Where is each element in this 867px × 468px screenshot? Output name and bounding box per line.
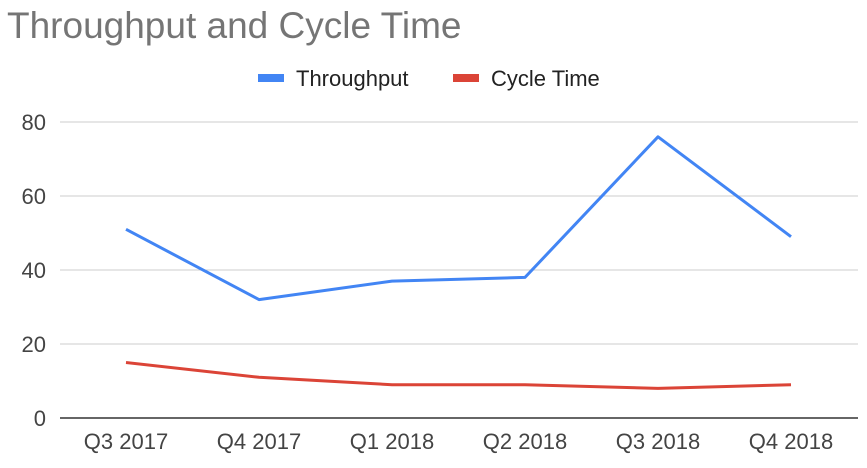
series-lines [125,135,792,390]
series-line-throughput [125,135,792,302]
y-axis-ticks: 0 20 40 60 80 [22,110,46,431]
y-tick-label: 60 [22,184,46,209]
series-line-cycle-time [125,361,792,390]
y-tick-label: 80 [22,110,46,135]
gridlines [60,121,858,419]
x-axis-ticks: Q3 2017 Q4 2017 Q1 2018 Q2 2018 Q3 2018 Q4 20… [84,429,833,454]
legend: Throughput Cycle Time [258,66,600,91]
x-tick-label: Q4 2017 [217,429,301,454]
chart-title: Throughput and Cycle Time [7,5,462,46]
legend-swatch [258,74,284,82]
x-tick-label: Q4 2018 [749,429,833,454]
legend-label: Cycle Time [491,66,600,91]
legend-swatch [453,74,479,82]
y-tick-label: 0 [34,406,46,431]
x-tick-label: Q2 2018 [483,429,567,454]
legend-label: Throughput [296,66,409,91]
x-tick-label: Q1 2018 [350,429,434,454]
x-tick-label: Q3 2018 [616,429,700,454]
x-tick-label: Q3 2017 [84,429,168,454]
y-tick-label: 20 [22,332,46,357]
y-tick-label: 40 [22,258,46,283]
